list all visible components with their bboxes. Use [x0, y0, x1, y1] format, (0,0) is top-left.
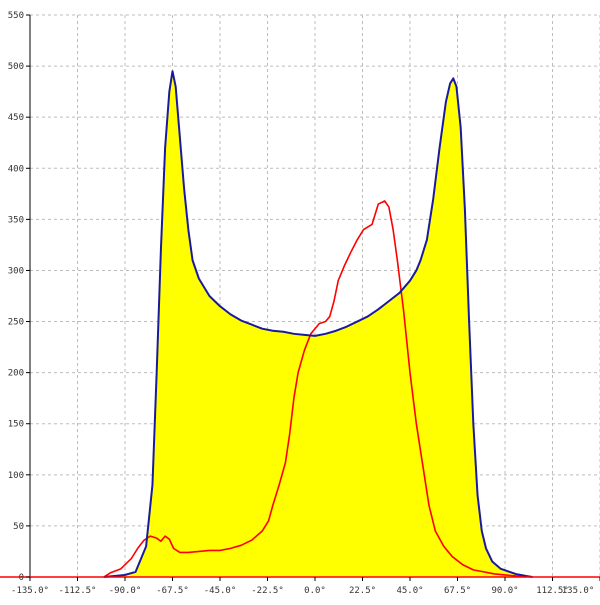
y-tick-label: 250 [8, 318, 24, 328]
x-tick-label: 135.0° [562, 586, 595, 596]
y-tick-label: 100 [8, 471, 24, 481]
x-tick-label: 0.0° [304, 586, 326, 596]
x-tick-label: -112.5° [59, 586, 97, 596]
y-tick-label: 0 [19, 573, 24, 583]
x-tick-label: -67.5° [156, 586, 189, 596]
x-tick-label: -45.0° [204, 586, 237, 596]
y-tick-label: 450 [8, 113, 24, 123]
x-tick-label: -135.0° [11, 586, 49, 596]
y-tick-label: 300 [8, 266, 24, 276]
y-tick-label: 500 [8, 62, 24, 72]
y-tick-label: 50 [13, 522, 24, 532]
y-tick-label: 550 [8, 11, 24, 21]
y-tick-label: 350 [8, 215, 24, 225]
x-tick-label: 22.5° [349, 586, 376, 596]
series-1-area [103, 71, 533, 577]
axes [0, 14, 600, 581]
y-tick-label: 400 [8, 164, 24, 174]
x-tick-label: -90.0° [109, 586, 142, 596]
x-tick-label: -22.5° [251, 586, 284, 596]
series-2-line [103, 200, 527, 578]
plot-area [103, 70, 533, 578]
y-tick-label: 150 [8, 420, 24, 430]
x-tick-label: 112.5° [536, 586, 569, 596]
series-1-line [103, 70, 533, 578]
x-tick-label: 67.5° [444, 586, 471, 596]
y-tick-label: 200 [8, 369, 24, 379]
x-tick-label: 45.0° [396, 586, 423, 596]
tick-labels: 0 50 100 150 200 250 300 350 400 450 500 550 -135.0°… [8, 11, 595, 596]
x-tick-label: 90.0° [491, 586, 518, 596]
